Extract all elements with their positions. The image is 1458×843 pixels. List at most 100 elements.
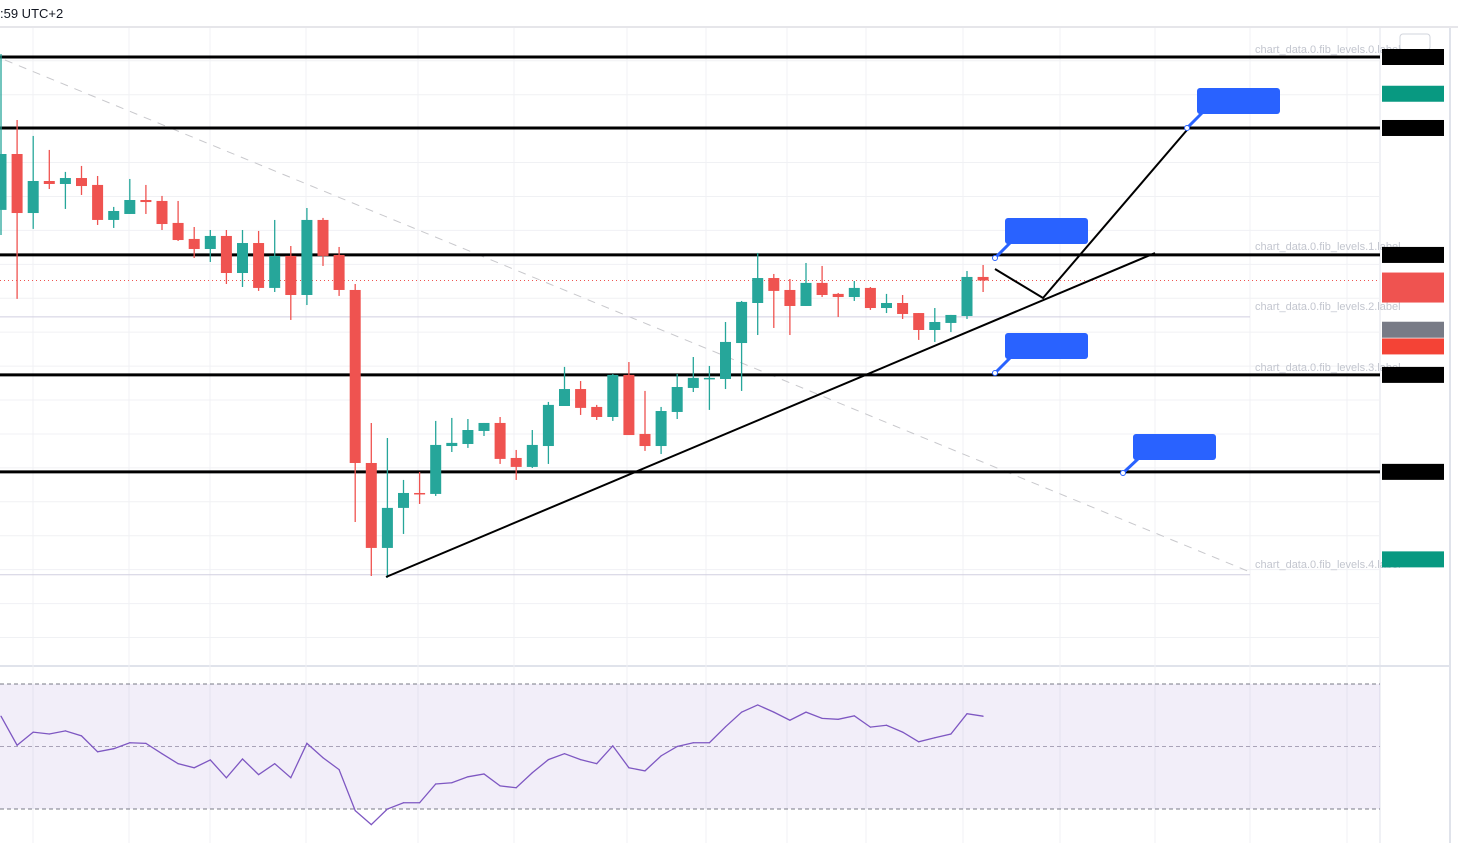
- rsi-point: [757, 704, 759, 706]
- price-axis-tag: [1382, 551, 1444, 568]
- rsi-point: [547, 759, 550, 761]
- rsi-point: [402, 802, 405, 804]
- callout-box[interactable]: [1133, 434, 1216, 460]
- candle-body: [897, 302, 909, 314]
- rsi-point: [467, 776, 469, 778]
- rsi-point: [644, 770, 646, 772]
- candle: [848, 281, 860, 301]
- candle: [832, 292, 844, 317]
- fib-level-label: chart_data.0.fib_levels.3.label: [1255, 362, 1401, 374]
- rsi-point: [805, 711, 807, 713]
- rsi-point: [32, 731, 34, 733]
- candle-body: [381, 507, 393, 548]
- candle-body: [188, 238, 200, 249]
- rsi-point: [612, 745, 614, 747]
- callout-box[interactable]: [1197, 88, 1280, 114]
- currency-button[interactable]: [1399, 33, 1431, 51]
- candle-body: [671, 386, 683, 412]
- candle: [752, 252, 764, 336]
- rsi-point: [241, 758, 244, 760]
- price-axis-tag: [1382, 85, 1444, 102]
- callout-box[interactable]: [1005, 218, 1088, 244]
- candle-body: [398, 492, 409, 508]
- candle: [913, 313, 925, 340]
- rsi-line: [0, 704, 984, 826]
- candle: [800, 262, 812, 306]
- candle-body: [881, 302, 892, 309]
- candle: [188, 227, 200, 258]
- rsi-point: [821, 717, 823, 719]
- callout-pointer: [993, 240, 1013, 260]
- candle: [430, 420, 442, 496]
- candle-body: [478, 422, 490, 431]
- candle-body: [220, 235, 232, 274]
- candle-body: [462, 430, 474, 444]
- timezone-label[interactable]: :59 UTC+2: [0, 6, 64, 21]
- rsi-point: [129, 742, 131, 744]
- candle-body: [11, 153, 23, 214]
- rsi-point: [16, 744, 18, 746]
- candle: [204, 229, 216, 263]
- candle-body: [317, 219, 329, 256]
- rsi-point: [918, 741, 920, 743]
- rsi-point: [580, 759, 582, 761]
- rsi-point: [97, 751, 99, 753]
- price-tag-bg: [1382, 119, 1444, 136]
- rsi-point: [853, 715, 855, 717]
- price-tag-bg: [1382, 49, 1444, 65]
- price-callout: [1184, 88, 1280, 131]
- rsi-point: [515, 787, 517, 789]
- rsi-point: [596, 763, 598, 765]
- candle-body: [736, 301, 748, 344]
- rsi-point: [789, 719, 791, 721]
- rsi-point: [386, 808, 388, 810]
- candle: [92, 175, 104, 225]
- candle-body: [204, 235, 216, 249]
- fib-level-label: chart_data.0.fib_levels.2.label: [1255, 301, 1401, 313]
- rsi-point: [161, 753, 163, 755]
- candle: [623, 362, 635, 436]
- price-callout: [992, 218, 1088, 261]
- price-axis-tag: [1382, 338, 1444, 355]
- rsi-point: [177, 763, 179, 765]
- callout-box[interactable]: [1005, 333, 1088, 359]
- rsi-point: [80, 735, 83, 737]
- candle: [365, 422, 377, 577]
- rsi-point: [370, 824, 372, 826]
- projection-path[interactable]: [994, 129, 1188, 300]
- candle: [0, 53, 7, 236]
- candle: [494, 416, 506, 464]
- candle-body: [59, 178, 71, 184]
- price-tag-bg: [1382, 551, 1444, 568]
- candle-body: [92, 184, 104, 220]
- fib-level-label: chart_data.0.fib_levels.1.label: [1255, 241, 1401, 253]
- candle: [945, 314, 957, 333]
- candle-body: [623, 374, 635, 436]
- rsi-point: [885, 724, 888, 726]
- callout-anchor: [992, 255, 998, 261]
- candle-body: [124, 200, 136, 214]
- rsi-point: [258, 774, 260, 776]
- rsi-point: [64, 730, 66, 732]
- candle: [687, 357, 699, 393]
- candle: [655, 406, 667, 455]
- candle: [591, 404, 603, 420]
- price-axis-tag: [1382, 272, 1444, 303]
- rsi-point: [741, 711, 743, 713]
- candle: [27, 135, 39, 229]
- candle-body: [864, 287, 876, 309]
- candle-body: [607, 374, 619, 417]
- candle: [414, 471, 426, 504]
- rsi-point: [773, 711, 775, 713]
- rsi-point: [0, 715, 2, 717]
- candle: [124, 178, 136, 214]
- rsi-point: [531, 772, 533, 774]
- ascending-trendline[interactable]: [385, 252, 1156, 578]
- candle-body: [365, 462, 377, 548]
- candle: [784, 278, 796, 336]
- candle-body: [156, 200, 168, 225]
- candle: [220, 229, 232, 284]
- candle: [285, 246, 297, 320]
- candle: [639, 390, 651, 451]
